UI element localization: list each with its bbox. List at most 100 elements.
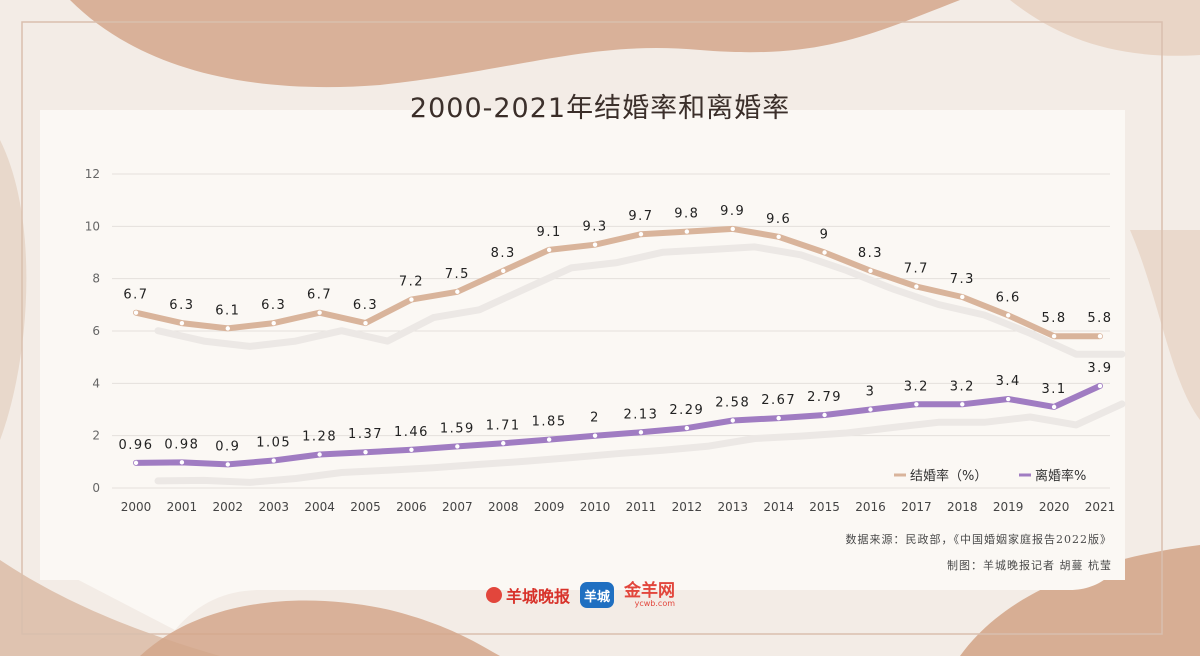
data-label: 1.37 <box>348 427 383 442</box>
publisher-logos: 羊城晚报 羊城 金羊网 ycwb.com <box>486 582 675 608</box>
x-tick-label: 2017 <box>901 500 932 514</box>
x-tick-label: 2008 <box>488 500 519 514</box>
data-label: 6.7 <box>307 288 332 303</box>
x-tick-label: 2012 <box>672 500 703 514</box>
x-tick-label: 2019 <box>993 500 1024 514</box>
data-point <box>409 447 414 452</box>
x-tick-label: 2015 <box>809 500 840 514</box>
data-label: 8.3 <box>491 246 516 261</box>
x-tick-label: 2018 <box>947 500 978 514</box>
data-point <box>776 234 781 239</box>
data-label: 1.59 <box>440 421 475 436</box>
logo3-text: 金羊网 <box>624 580 676 601</box>
data-point <box>271 320 276 326</box>
data-label: 7.2 <box>399 275 424 290</box>
x-tick-label: 2016 <box>855 500 886 514</box>
data-label: 7.3 <box>950 272 975 287</box>
data-point <box>133 460 139 466</box>
data-point <box>1005 313 1011 318</box>
x-tick-label: 2004 <box>304 500 335 514</box>
logo3-subtext: ycwb.com <box>634 598 676 608</box>
x-tick-label: 2001 <box>167 500 198 514</box>
y-tick-label: 12 <box>85 167 100 181</box>
data-point <box>960 294 965 300</box>
data-point <box>1005 396 1011 402</box>
data-point <box>363 320 368 326</box>
chart-title: 2000-2021年结婚率和离婚率 <box>409 93 791 124</box>
data-point <box>455 289 460 294</box>
x-tick-label: 2005 <box>350 500 381 514</box>
data-label: 3.4 <box>996 374 1021 389</box>
data-label: 0.9 <box>215 439 240 454</box>
data-label: 9.6 <box>766 212 791 227</box>
y-tick-label: 8 <box>92 272 100 286</box>
data-label: 1.46 <box>394 425 429 440</box>
data-label: 9.1 <box>537 225 562 240</box>
data-label: 9.8 <box>674 207 699 222</box>
series-line-divorce <box>133 382 1103 468</box>
data-point <box>822 412 827 418</box>
x-tick-label: 2003 <box>258 500 289 514</box>
data-point <box>179 320 185 326</box>
data-point <box>501 268 506 274</box>
data-label: 9.3 <box>582 220 607 235</box>
data-label: 9.9 <box>720 204 745 219</box>
data-point <box>638 231 644 237</box>
data-point <box>914 284 919 289</box>
data-label: 2.79 <box>807 390 842 405</box>
y-tick-label: 6 <box>92 324 100 338</box>
data-label: 9 <box>820 228 830 243</box>
data-point <box>1097 334 1103 339</box>
data-label: 0.96 <box>119 438 154 453</box>
data-label: 6.1 <box>215 303 240 318</box>
red-circle-icon <box>486 587 502 603</box>
data-label: 2.29 <box>669 403 704 418</box>
data-point <box>868 268 873 274</box>
y-tick-label: 0 <box>92 481 100 495</box>
ycwb-logo: 金羊网 ycwb.com <box>624 580 676 608</box>
data-label: 7.7 <box>904 262 929 277</box>
data-point <box>730 418 735 423</box>
legend-label: 结婚率（%） <box>910 468 987 484</box>
data-point <box>317 310 322 315</box>
data-label: 2.67 <box>761 393 796 408</box>
data-point <box>1097 383 1103 389</box>
data-point <box>914 402 919 407</box>
series-line-marriage <box>133 225 1103 340</box>
data-label: 7.5 <box>445 267 470 282</box>
data-point <box>455 444 460 449</box>
data-label: 3 <box>866 385 876 400</box>
data-point <box>179 460 185 465</box>
data-point <box>225 462 231 467</box>
x-tick-label: 2013 <box>717 500 748 514</box>
x-tick-label: 2009 <box>534 500 565 514</box>
logo1-text: 羊城晚报 <box>506 587 571 606</box>
data-point <box>409 297 414 302</box>
data-point <box>592 242 598 247</box>
data-point <box>822 250 827 255</box>
data-point <box>271 458 276 463</box>
data-label: 8.3 <box>858 246 883 261</box>
source-note: 数据来源：民政部，《中国婚姻家庭报告2022版》 <box>845 533 1112 546</box>
data-label: 3.1 <box>1042 382 1067 397</box>
data-label: 6.6 <box>996 290 1021 305</box>
data-label: 1.85 <box>532 415 567 430</box>
data-point <box>501 441 506 446</box>
x-tick-label: 2021 <box>1085 500 1116 514</box>
data-point <box>1051 334 1057 339</box>
data-label: 6.3 <box>169 298 194 313</box>
data-label: 1.28 <box>302 430 337 445</box>
data-point <box>133 310 139 315</box>
data-label: 1.71 <box>486 418 521 433</box>
data-point <box>317 452 322 457</box>
data-label: 3.9 <box>1087 361 1112 376</box>
yangcheng-evening-news-logo: 羊城晚报 <box>486 583 570 607</box>
series-shadow <box>154 243 1126 358</box>
x-tick-label: 2006 <box>396 500 427 514</box>
credit-note: 制图：羊城晚报记者 胡蔓 杭莹 <box>947 559 1112 572</box>
data-point <box>638 430 644 435</box>
data-point <box>684 229 690 234</box>
data-point <box>960 402 965 407</box>
